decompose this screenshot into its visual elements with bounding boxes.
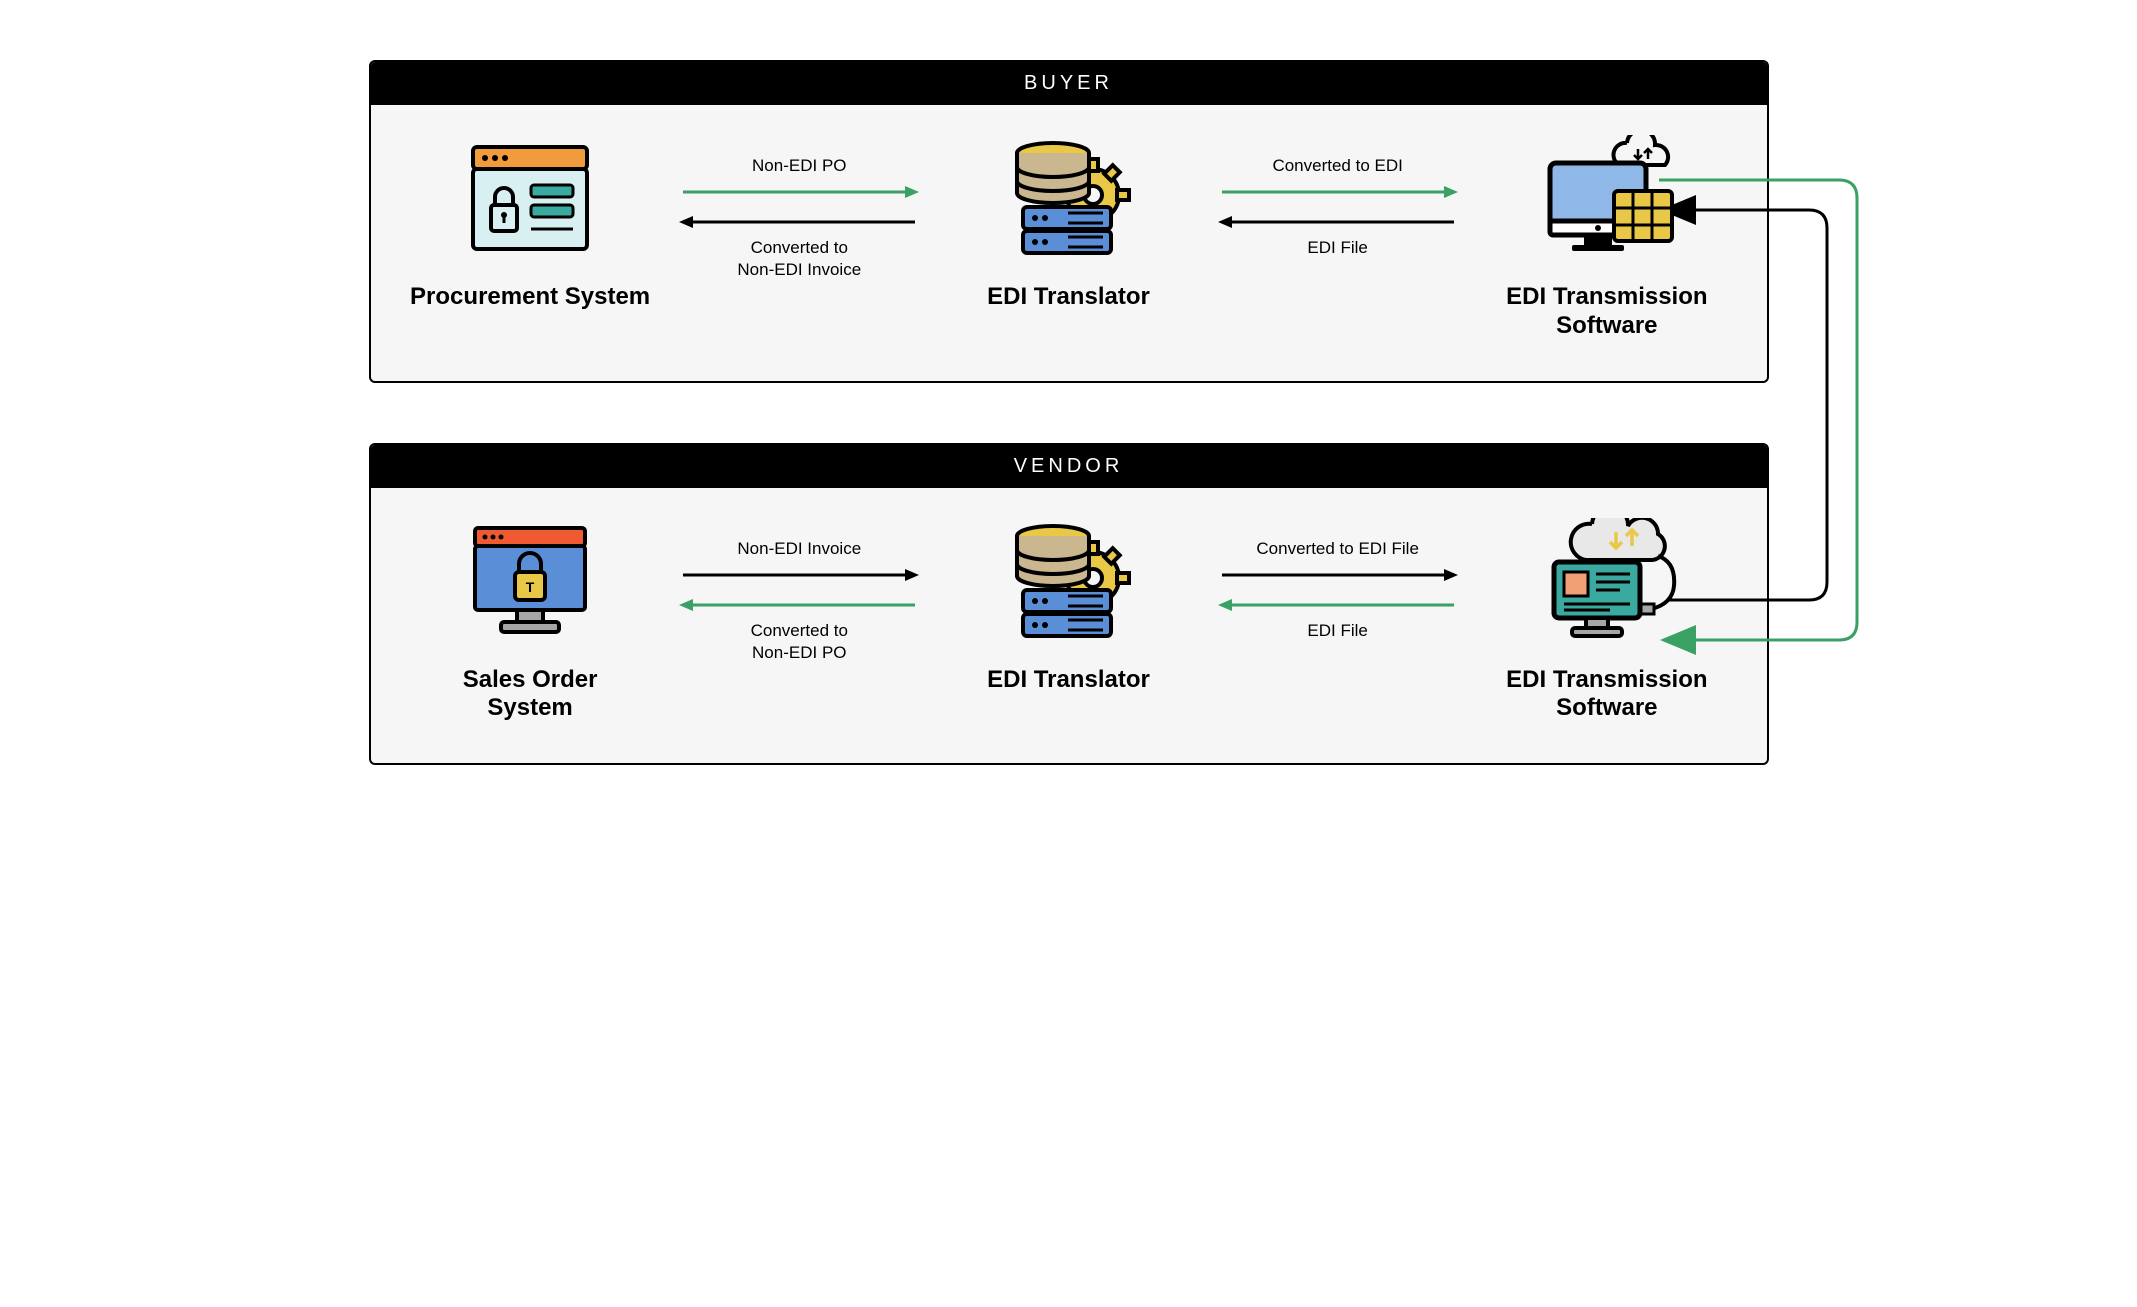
arrow-left-icon bbox=[1218, 594, 1458, 616]
arrow-label: Non-EDI Invoice bbox=[737, 538, 861, 560]
arrow-right-icon bbox=[679, 564, 919, 586]
edi-translator-icon bbox=[993, 135, 1143, 265]
arrow-label: Non-EDI PO bbox=[752, 155, 846, 177]
buyer-arrows-2: Converted to EDI EDI File bbox=[1218, 135, 1458, 259]
buyer-panel: BUYER bbox=[369, 60, 1769, 383]
vendor-panel: VENDOR T bbox=[369, 443, 1769, 766]
edi-transmission-vendor-icon bbox=[1532, 518, 1682, 648]
sales-order-system-node: T Sales Order System bbox=[400, 518, 660, 724]
arrow-label: EDI File bbox=[1307, 620, 1367, 642]
edi-translator-icon bbox=[993, 518, 1143, 648]
arrow-label: Converted to Non-EDI PO bbox=[751, 620, 848, 664]
edi-transmission-buyer-icon bbox=[1532, 135, 1682, 265]
edi-flow-diagram: BUYER bbox=[369, 60, 1769, 765]
arrow-label: Converted to EDI File bbox=[1256, 538, 1419, 560]
arrow-left-icon bbox=[1218, 211, 1458, 233]
procurement-system-icon bbox=[455, 135, 605, 265]
arrow-right-icon bbox=[1218, 564, 1458, 586]
buyer-panel-header: BUYER bbox=[371, 62, 1767, 105]
edi-transmission-buyer-label: EDI Transmission Software bbox=[1506, 283, 1707, 341]
buyer-arrows-1: Non-EDI PO Converted to Non-EDI Invoice bbox=[679, 135, 919, 281]
edi-translator-label: EDI Translator bbox=[987, 666, 1150, 695]
vendor-arrows-2: Converted to EDI File EDI File bbox=[1218, 518, 1458, 642]
arrow-label: Converted to Non-EDI Invoice bbox=[737, 237, 861, 281]
edi-translator-node-buyer: EDI Translator bbox=[938, 135, 1198, 312]
arrow-left-icon bbox=[679, 594, 919, 616]
arrow-left-icon bbox=[679, 211, 919, 233]
vendor-arrows-1: Non-EDI Invoice Converted to Non-EDI PO bbox=[679, 518, 919, 664]
sales-order-system-label: Sales Order System bbox=[463, 666, 598, 724]
svg-text:T: T bbox=[526, 579, 535, 595]
edi-transmission-vendor-node: EDI Transmission Software bbox=[1477, 518, 1737, 724]
arrow-label: EDI File bbox=[1307, 237, 1367, 259]
procurement-system-label: Procurement System bbox=[410, 283, 650, 312]
sales-order-system-icon: T bbox=[455, 518, 605, 648]
arrow-right-icon bbox=[1218, 181, 1458, 203]
vendor-panel-header: VENDOR bbox=[371, 445, 1767, 488]
edi-transmission-buyer-node: EDI Transmission Software bbox=[1477, 135, 1737, 341]
arrow-right-icon bbox=[679, 181, 919, 203]
edi-transmission-vendor-label: EDI Transmission Software bbox=[1506, 666, 1707, 724]
edi-translator-node-vendor: EDI Translator bbox=[938, 518, 1198, 695]
arrow-label: Converted to EDI bbox=[1272, 155, 1402, 177]
edi-translator-label: EDI Translator bbox=[987, 283, 1150, 312]
procurement-system-node: Procurement System bbox=[400, 135, 660, 312]
